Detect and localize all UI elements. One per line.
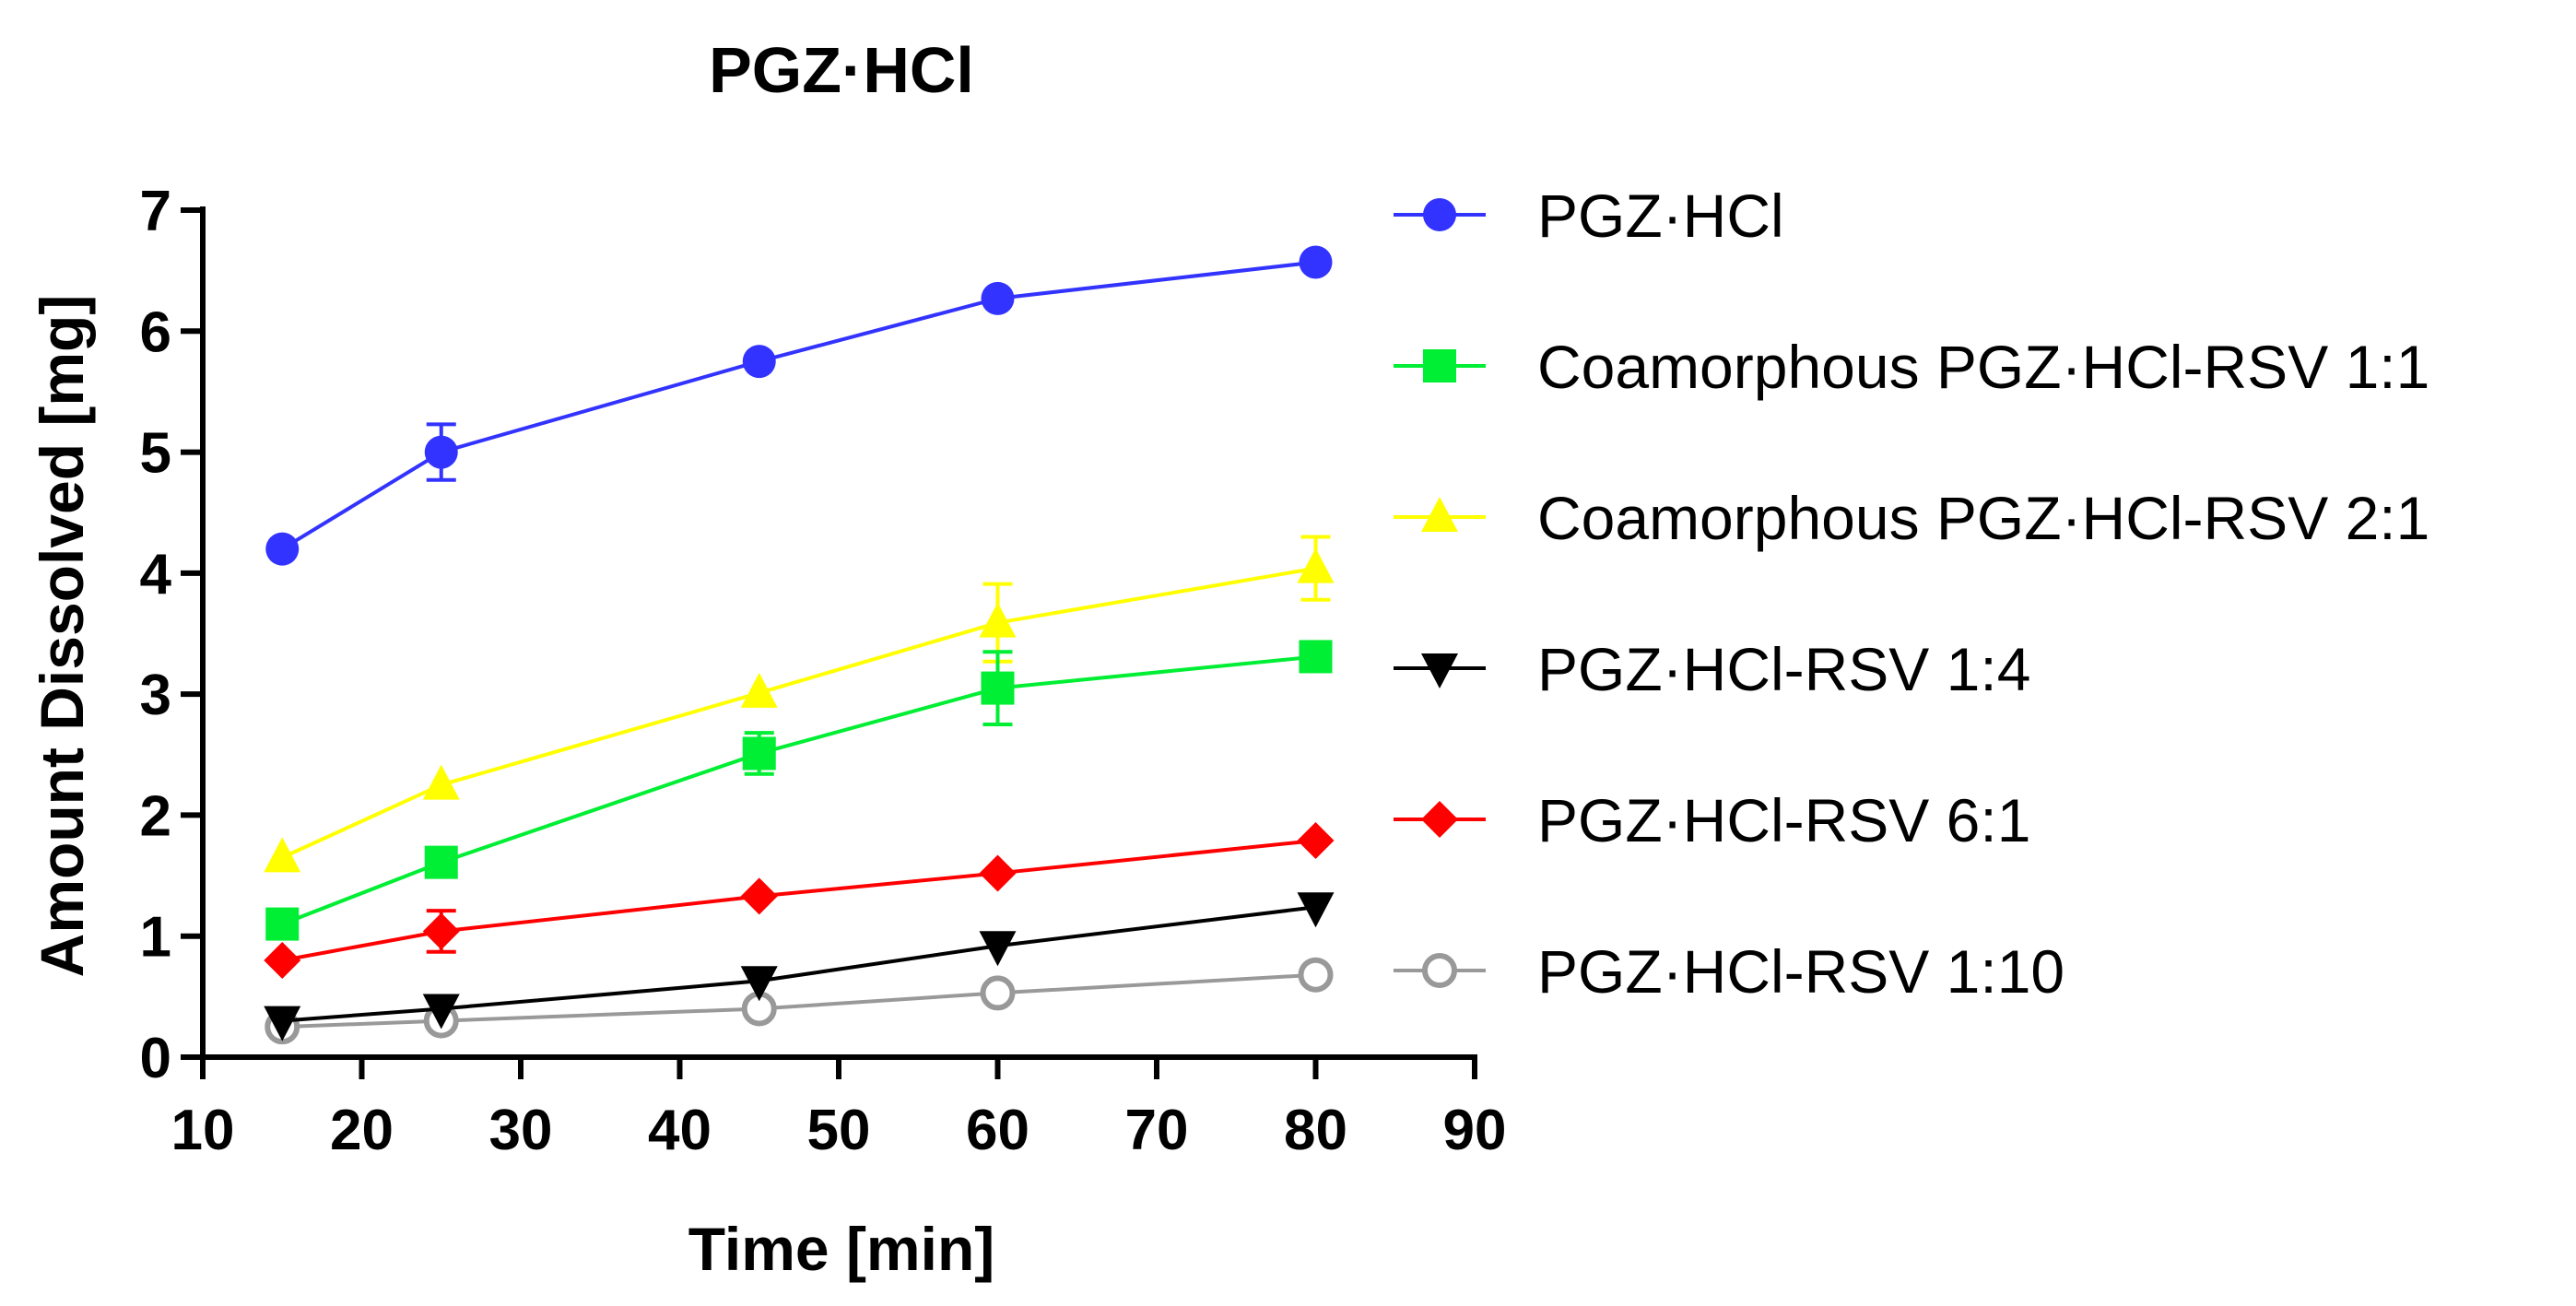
data-point [1299,640,1333,674]
x-tick-label: 90 [1443,1099,1507,1162]
legend-item: Coamorphous PGZ·HCl-RSV 2:1 [1394,484,2429,552]
data-point [979,931,1017,967]
legend-marker [1423,349,1456,382]
data-point [265,907,300,941]
x-tick-label: 80 [1284,1099,1347,1162]
legend-label: Coamorphous PGZ·HCl-RSV 2:1 [1537,484,2429,552]
data-point [1297,821,1335,859]
data-point [740,966,778,1002]
plot-area [264,245,1335,1045]
data-point [1299,245,1333,279]
series-coamorphous-pgz-hcl-rsv-1-1 [265,640,1333,941]
legend-label: PGZ·HCl-RSV 1:10 [1537,937,2064,1006]
legend-item: Coamorphous PGZ·HCl-RSV 1:1 [1394,333,2429,401]
y-tick-label: 4 [140,543,172,606]
data-point [981,281,1015,315]
data-point [1297,892,1335,928]
legend-marker [1423,198,1456,231]
legend-item: PGZ·HCl-RSV 1:4 [1394,635,2030,703]
legend-marker [1421,497,1458,532]
data-point [1297,547,1335,583]
data-point [979,602,1017,638]
x-tick-label: 60 [966,1099,1029,1162]
x-axis-label: Time [min] [688,1215,994,1283]
legend-item: PGZ·HCl [1394,182,1784,250]
data-point [980,975,1016,1011]
x-tick-label: 10 [171,1099,235,1162]
data-point [740,877,778,915]
y-tick-label: 1 [140,906,171,970]
data-point [265,532,300,566]
data-point [742,345,776,379]
data-point [422,994,460,1030]
series-pgz-hcl [265,245,1333,566]
series-line [281,260,1316,551]
data-point [264,941,301,979]
data-point [742,736,776,771]
x-tick-label: 20 [330,1099,394,1162]
legend-label: Coamorphous PGZ·HCl-RSV 1:1 [1537,333,2429,401]
x-tick-label: 40 [648,1099,712,1162]
x-tick-label: 70 [1125,1099,1189,1162]
legend-marker [1422,953,1457,988]
data-point [1298,957,1334,993]
data-point [264,837,301,873]
data-point [424,845,458,879]
data-point [422,764,460,800]
x-tick-label: 50 [807,1099,871,1162]
series-line [281,566,1316,860]
series-pgz-hcl-rsv-6-1 [264,821,1335,979]
data-point [424,435,458,469]
legend-marker [1421,801,1458,838]
y-axis-label: Amount Dissolved [mg] [28,295,96,978]
y-tick-label: 6 [140,300,171,364]
chart-title: PGZ·HCl [709,34,974,106]
legend-label: PGZ·HCl [1537,182,1784,250]
data-point [979,854,1017,892]
series-coamorphous-pgz-hcl-rsv-2-1 [264,535,1335,873]
y-tick-label: 7 [140,180,171,243]
y-tick-label: 2 [140,784,171,848]
series-pgz-hcl-rsv-1-4 [264,892,1335,1041]
legend-item: PGZ·HCl-RSV 6:1 [1394,786,2030,854]
data-point [740,672,778,708]
axes: 0 1 2 3 4 5 6 7 10 20 30 40 50 60 70 80 90 [140,180,1507,1162]
y-tick-label: 0 [140,1027,171,1090]
data-point [264,1006,301,1041]
legend-label: PGZ·HCl-RSV 6:1 [1537,786,2030,854]
legend-label: PGZ·HCl-RSV 1:4 [1537,635,2030,703]
data-point [422,912,460,950]
legend: PGZ·HCl Coamorphous PGZ·HCl-RSV 1:1 Coamor… [1394,182,2429,1006]
x-tick-label: 30 [489,1099,553,1162]
data-point [981,671,1015,705]
y-tick-label: 5 [140,422,171,486]
legend-item: PGZ·HCl-RSV 1:10 [1394,937,2064,1006]
y-tick-label: 3 [140,664,171,727]
legend-marker [1421,653,1458,688]
